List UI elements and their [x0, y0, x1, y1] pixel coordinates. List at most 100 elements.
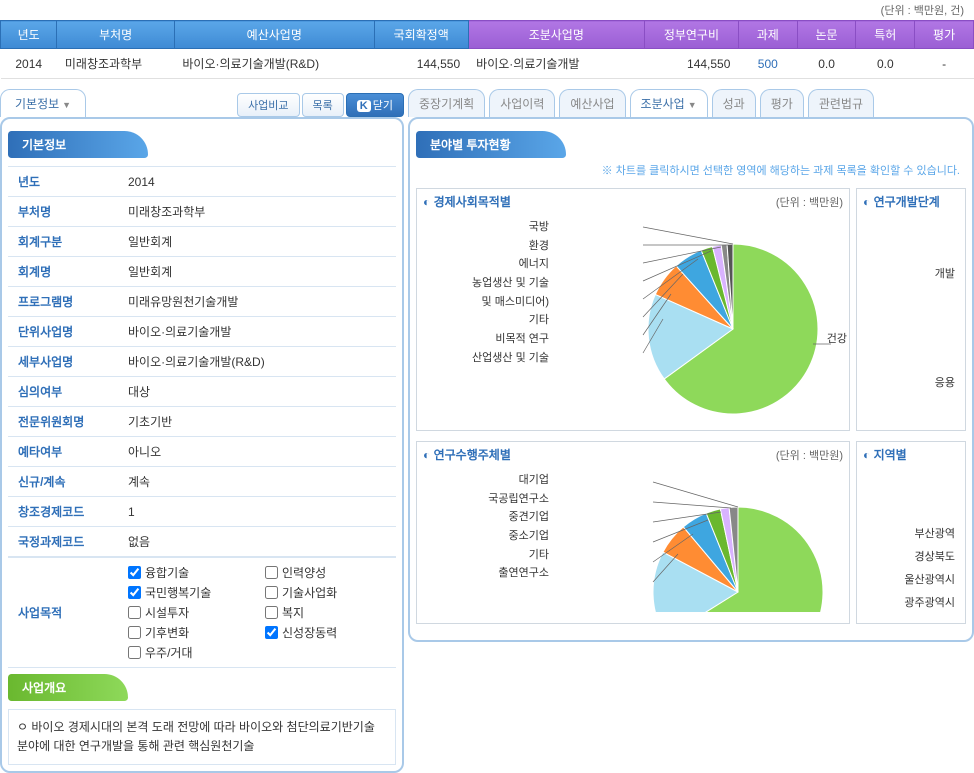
unit-label: (단위 : 백만원, 건): [0, 0, 974, 20]
checkbox-label: 국민행복기술: [145, 584, 211, 601]
side1-box: ◐ 연구개발단계 개발응용: [856, 188, 966, 431]
col-tasks: 과제: [738, 21, 797, 49]
invest-title: 분야별 투자현황: [416, 131, 566, 158]
cell-detail-proj: 바이오·의료기술개발: [468, 49, 644, 79]
info-label: 단위사업명: [8, 317, 118, 347]
col-confirmed: 국회확정액: [374, 21, 468, 49]
checkbox-input[interactable]: [265, 626, 278, 639]
info-row: 단위사업명바이오·의료기술개발: [8, 317, 396, 347]
chart1-labels: 국방환경에너지농업생산 및 기술및 매스미디어)기타비목적 연구산업생산 및 기…: [429, 218, 549, 368]
info-label: 년도: [8, 167, 118, 197]
purpose-label: 사업목적: [8, 558, 118, 668]
close-button-label: 닫기: [373, 100, 393, 112]
cell-budget-proj: 바이오·의료기술개발(R&D): [174, 49, 374, 79]
info-table: 년도2014부처명미래창조과학부회계구분일반회계회계명일반회계프로그램명미래유망…: [8, 166, 396, 557]
info-label: 예타여부: [8, 437, 118, 467]
chevron-down-icon: ▼: [688, 100, 697, 110]
chart1-unit: (단위 : 백만원): [776, 194, 843, 210]
info-row: 부처명미래창조과학부: [8, 197, 396, 227]
chart2-pie[interactable]: [593, 472, 833, 612]
checkbox-input[interactable]: [265, 566, 278, 579]
close-button[interactable]: K닫기: [346, 93, 404, 117]
checkbox-input[interactable]: [265, 606, 278, 619]
checkbox-input[interactable]: [128, 646, 141, 659]
info-row: 회계명일반회계: [8, 257, 396, 287]
chart1-big-label: 건강: [827, 330, 847, 346]
checkbox-item[interactable]: 신성장동력: [265, 624, 386, 641]
tab-관련법규[interactable]: 관련법규: [808, 89, 874, 117]
checkbox-item[interactable]: 우주/거대: [128, 644, 249, 661]
col-gov-rnd: 정부연구비: [644, 21, 738, 49]
col-budget-proj: 예산사업명: [174, 21, 374, 49]
side-label: 개발: [863, 260, 955, 289]
chart-label: 국방: [429, 218, 549, 237]
side2-title: ◐ 지역별: [863, 446, 959, 463]
close-k-icon: K: [357, 100, 371, 112]
cell-year: 2014: [1, 49, 57, 79]
compare-button[interactable]: 사업비교: [237, 93, 299, 117]
col-patents: 특허: [856, 21, 915, 49]
tab-label: 조분사업: [641, 97, 685, 111]
chart-label: 대기업: [429, 471, 549, 490]
chart1-pie[interactable]: [593, 219, 833, 419]
col-year: 년도: [1, 21, 57, 49]
col-papers: 논문: [797, 21, 856, 49]
checkbox-item[interactable]: 기후변화: [128, 624, 249, 641]
info-label: 전문위원회명: [8, 407, 118, 437]
checkbox-item[interactable]: 시설투자: [128, 604, 249, 621]
checkbox-label: 신성장동력: [282, 624, 337, 641]
checkbox-input[interactable]: [128, 586, 141, 599]
checkbox-item[interactable]: 복지: [265, 604, 386, 621]
col-dept: 부처명: [57, 21, 175, 49]
tab-label: 중장기계획: [419, 97, 474, 111]
checkbox-item[interactable]: 기술사업화: [265, 584, 386, 601]
tab-예산사업[interactable]: 예산사업: [559, 89, 625, 117]
tab-중장기계획[interactable]: 중장기계획: [408, 89, 485, 117]
info-label: 창조경제코드: [8, 497, 118, 527]
header-table-wrap: 년도 부처명 예산사업명 국회확정액 조분사업명 정부연구비 과제 논문 특허 …: [0, 20, 974, 79]
cell-gov-rnd: 144,550: [644, 49, 738, 79]
chart-label: 농업생산 및 기술: [429, 274, 549, 293]
cell-papers: 0.0: [797, 49, 856, 79]
chart2-title: ◐ 연구수행주체별: [423, 446, 511, 463]
chart-label: 에너지: [429, 255, 549, 274]
checkbox-input[interactable]: [265, 586, 278, 599]
checkbox-item[interactable]: 국민행복기술: [128, 584, 249, 601]
tab-성과[interactable]: 성과: [712, 89, 756, 117]
checkbox-label: 인력양성: [282, 564, 326, 581]
basic-info-title: 기본정보: [8, 131, 148, 158]
checkbox-input[interactable]: [128, 606, 141, 619]
tab-basic-info-label: 기본정보: [15, 97, 59, 111]
checkbox-label: 기후변화: [145, 624, 189, 641]
info-value: 대상: [118, 377, 396, 407]
checkbox-item[interactable]: 인력양성: [265, 564, 386, 581]
checkbox-grid: 융합기술 인력양성국민행복기술 기술사업화시설투자 복지기후변화 신성장동력우주/거대: [128, 564, 386, 661]
side2-box: ◐ 지역별 부산광역경상북도울산광역시광주광역시: [856, 441, 966, 624]
info-row: 국정과제코드없음: [8, 527, 396, 557]
chart-label: 기타: [429, 311, 549, 330]
tab-label: 사업이력: [500, 97, 544, 111]
left-panel-box: 기본정보 년도2014부처명미래창조과학부회계구분일반회계회계명일반회계프로그램…: [0, 117, 404, 773]
info-label: 심의여부: [8, 377, 118, 407]
list-button[interactable]: 목록: [302, 93, 344, 117]
chart-label: 비목적 연구: [429, 330, 549, 349]
info-value: 1: [118, 497, 396, 527]
info-row: 전문위원회명기초기반: [8, 407, 396, 437]
checkbox-input[interactable]: [128, 626, 141, 639]
overview-text: ㅇ 바이오 경제시대의 본격 도래 전망에 따라 바이오와 첨단의료기반기술 분…: [8, 709, 396, 765]
checkbox-input[interactable]: [128, 566, 141, 579]
chart-label: 중소기업: [429, 527, 549, 546]
info-value: 기초기반: [118, 407, 396, 437]
header-row: 2014 미래창조과학부 바이오·의료기술개발(R&D) 144,550 바이오…: [1, 49, 974, 79]
tab-평가[interactable]: 평가: [760, 89, 804, 117]
checkbox-item[interactable]: 융합기술: [128, 564, 249, 581]
cell-eval: -: [915, 49, 974, 79]
tab-basic-info[interactable]: 기본정보▼: [0, 89, 86, 117]
side-label: 울산광역시: [863, 569, 955, 592]
side1-title-text: 연구개발단계: [874, 195, 940, 209]
side2-labels: 부산광역경상북도울산광역시광주광역시: [863, 523, 959, 615]
tasks-link[interactable]: 500: [758, 57, 778, 71]
tab-사업이력[interactable]: 사업이력: [489, 89, 555, 117]
invest-note: ※ 차트를 클릭하시면 선택한 영역에 해당하는 과제 목록을 확인할 수 있습…: [416, 162, 960, 178]
tab-조분사업[interactable]: 조분사업▼: [630, 89, 708, 117]
